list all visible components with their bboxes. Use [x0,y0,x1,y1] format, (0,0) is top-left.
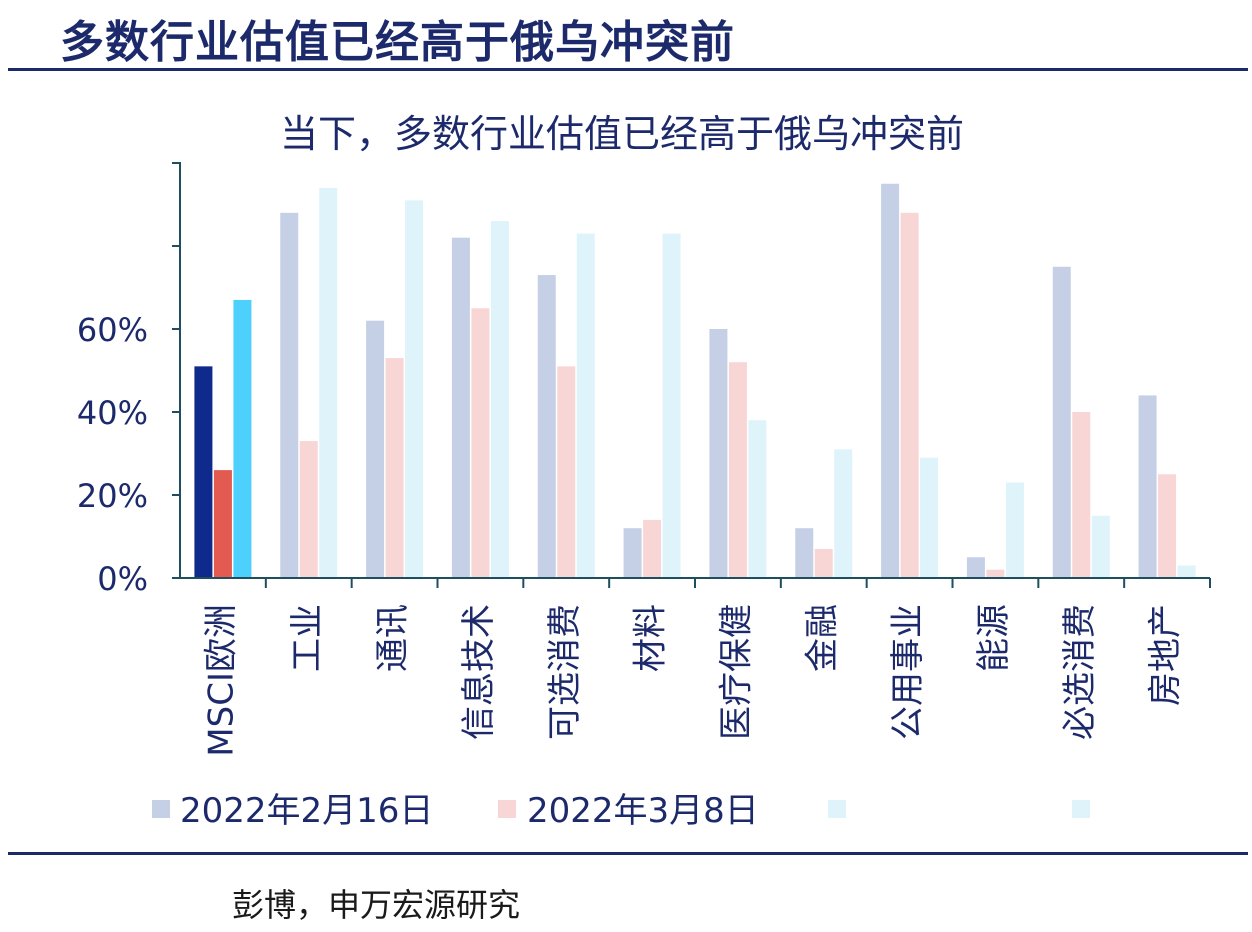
x-category-label: 必选消费 [1060,604,1100,740]
bar-series-1-1 [194,366,213,578]
bar-series-2-12 [1158,474,1177,578]
legend-label-2: 2022年3月8日 [527,791,759,831]
header-rule [8,68,1248,71]
bar-series-1-10 [966,557,985,578]
legend-label-1: 2022年2月16日 [180,791,433,831]
footer-rule [8,852,1248,855]
bar-series-3-4 [490,221,509,578]
x-category-label: 医疗保健 [716,604,756,740]
x-category-label: 能源 [974,604,1014,672]
x-axis-labels: MSCI欧洲 工业 通讯 信息技术 可选消费 材料 医疗保健 金融 公用事业 能源 必选消费 房地产 [201,604,1185,757]
y-tick-label: 20% [77,477,148,515]
bar-series-2-2 [299,441,318,578]
y-tick-label: 60% [77,311,148,349]
bar-series-3-12 [1177,565,1196,578]
y-tick-label: 0% [97,560,148,598]
bar-series-3-9 [920,457,939,578]
bar-marks [194,183,1196,579]
bar-series-2-3 [385,358,404,578]
source-note: 彭博，申万宏源研究 [232,886,521,924]
bar-series-3-11 [1091,515,1110,578]
y-axis-ticks: 0% 20% 40% 60% [77,162,180,598]
bar-series-2-1 [213,470,232,578]
bar-series-2-5 [557,366,576,578]
bar-series-3-10 [1005,482,1024,578]
bar-series-1-5 [537,275,556,578]
bar-series-3-3 [405,200,424,578]
bar-series-2-11 [1072,412,1091,578]
legend-swatch-4 [1072,800,1090,818]
x-category-label: 信息技术 [459,604,499,740]
bar-series-1-8 [795,528,814,578]
bar-series-1-6 [623,528,642,578]
bar-series-3-5 [576,233,595,579]
x-category-label: 金融 [802,604,842,672]
bar-series-1-9 [881,183,900,578]
bar-series-2-10 [986,569,1005,578]
x-category-label: 通讯 [373,604,413,672]
legend-swatch-2 [498,800,516,818]
x-category-label: 材料 [631,604,671,672]
bar-series-3-7 [748,420,767,578]
bar-series-1-12 [1138,395,1157,578]
x-category-label: 工业 [287,604,327,672]
bar-series-2-9 [900,212,919,579]
bar-series-3-2 [319,187,338,578]
chart-legend: 2022年2月16日 2022年3月8日 [152,791,1090,831]
page-headline: 多数行业估值已经高于俄乌冲突前 [60,17,735,68]
bar-series-3-8 [834,449,853,578]
chart-title: 当下，多数行业估值已经高于俄乌冲突前 [280,112,964,156]
bar-series-3-6 [662,233,681,579]
bar-series-1-4 [451,237,470,578]
bar-series-1-3 [366,320,385,578]
x-category-label: 房地产 [1146,604,1186,706]
bar-series-1-7 [709,329,728,578]
legend-swatch-1 [152,800,170,818]
x-category-label: MSCI欧洲 [201,604,241,757]
bar-series-2-4 [471,308,490,578]
x-category-label: 公用事业 [888,604,928,740]
y-tick-label: 40% [77,394,148,432]
bar-series-3-1 [233,299,252,578]
bar-series-1-11 [1052,266,1071,578]
bar-series-1-2 [280,212,299,579]
bar-series-2-7 [728,362,747,578]
legend-swatch-3 [828,800,846,818]
x-axis-ticks [264,578,1211,588]
bar-series-2-8 [814,548,833,578]
x-category-label: 可选消费 [545,604,585,740]
bar-series-2-6 [643,519,662,578]
